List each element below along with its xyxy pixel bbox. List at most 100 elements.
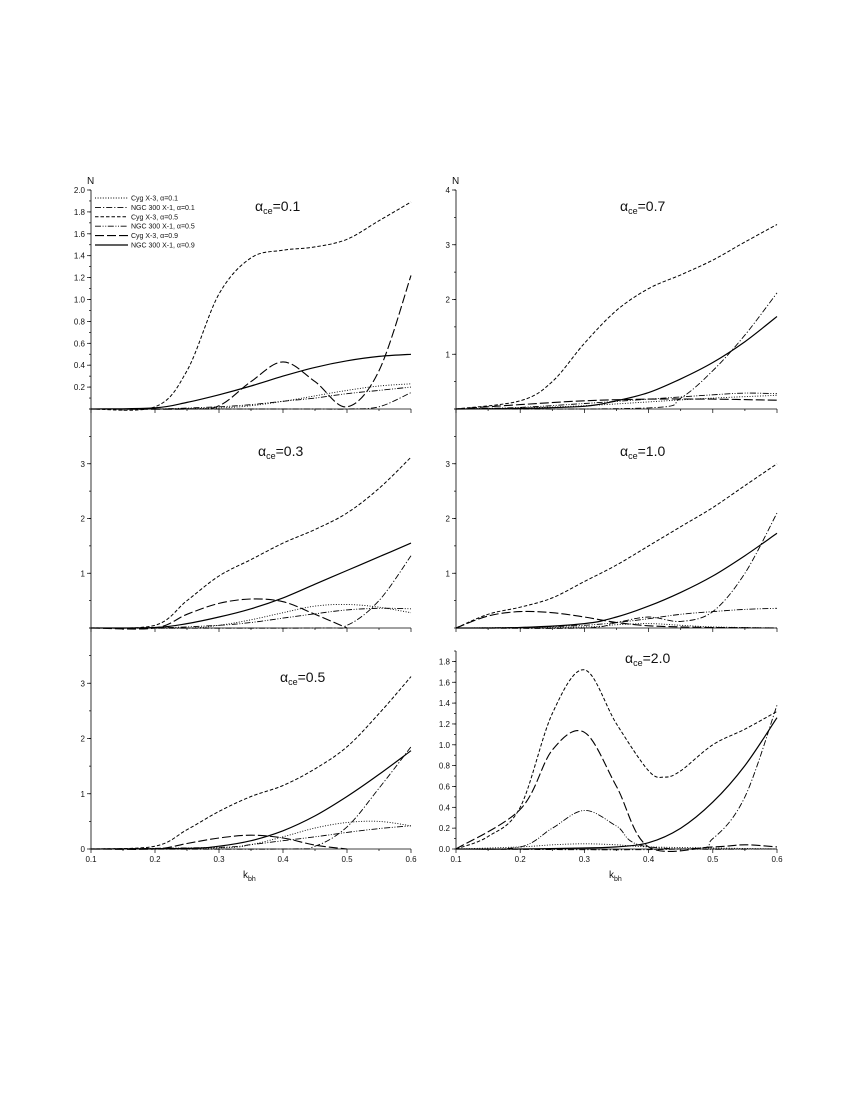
y-tick-label: 3 (81, 460, 86, 469)
x-tick-label: 0.6 (771, 855, 783, 864)
series-line-5 (455, 610, 778, 629)
y-tick-label: 0.8 (74, 317, 86, 326)
legend-label: Cyg X-3, α=0.1 (131, 196, 178, 203)
x-tick-label: 0.1 (450, 855, 462, 864)
series-line-6 (90, 353, 412, 410)
y-tick-label: 1 (81, 569, 86, 578)
series-line-6 (90, 542, 412, 629)
y-tick-label: 1.2 (439, 720, 451, 729)
y-tick-label: 0.8 (439, 762, 451, 771)
series-line-2 (455, 705, 778, 851)
x-tick-label: 0.2 (515, 855, 527, 864)
series-line-1 (455, 623, 778, 629)
series-line-3 (90, 201, 412, 411)
panels-group: 0.2 0.4 0.6 0.8 1.0 1.2 1.4 1.6 1.8 2.0 αce=0.1 1 2 3… (74, 186, 783, 864)
series-line-1 (455, 394, 778, 410)
y-tick-label: 1.4 (74, 252, 86, 261)
panel-top-left: 0.2 0.4 0.6 0.8 1.0 1.2 1.4 1.6 1.8 2.0 αce=0.1 (74, 186, 412, 413)
y-tick-label: 1.2 (74, 274, 86, 283)
y-tick-label: 0.6 (74, 339, 86, 348)
series-line-3 (455, 224, 778, 410)
legend-label: NGC 300 X-1, α=0.9 (131, 243, 195, 250)
series-line-3 (455, 463, 778, 629)
x-tick-label: 0.1 (85, 855, 97, 864)
panel-bottom-right: 0.0 0.2 0.4 0.6 0.8 1.0 1.2 1.4 1.6 1.8 0.1 0.2 0.3 0… (439, 650, 783, 864)
y-tick-label: 1.0 (74, 296, 86, 305)
y-tick-label: 4 (446, 186, 451, 195)
series-line-2 (90, 555, 412, 629)
x-tick-label: 0.5 (707, 855, 719, 864)
legend-label: Cyg X-3, α=0.9 (131, 233, 178, 240)
series-line-6 (90, 750, 412, 850)
x-tick-label: 0.6 (405, 855, 417, 864)
y-tick-label: 2.0 (74, 186, 86, 195)
series-line-6 (455, 316, 778, 410)
y-tick-label: 1.8 (439, 657, 451, 666)
series-line-1 (90, 604, 412, 629)
series-line-4 (90, 607, 412, 629)
y-tick-label: 1 (446, 350, 451, 359)
series-line-5 (455, 730, 778, 853)
panel-middle-left: 1 2 3 αce=0.3 (81, 408, 412, 632)
panel-middle-right: 1 2 3 αce=1.0 (446, 408, 778, 632)
y-tick-label: 1.0 (439, 741, 451, 750)
series-line-3 (90, 456, 412, 629)
y-tick-label: 1.8 (74, 208, 86, 217)
series-line-2 (455, 292, 778, 410)
panel-title: αce=0.3 (258, 443, 303, 461)
series-line-2 (455, 512, 778, 629)
series-line-2 (90, 746, 412, 850)
y-tick-label: 2 (81, 735, 86, 744)
y-tick-label: 2 (81, 515, 86, 524)
series-line-5 (90, 598, 348, 630)
series-line-1 (90, 820, 412, 850)
y-axis-label-right: N (452, 176, 459, 187)
y-tick-label: 1.6 (74, 230, 86, 239)
y-tick-label: 2 (446, 296, 451, 305)
legend-label: NGC 300 X-1, α=0.5 (131, 224, 195, 231)
y-tick-label: 2 (446, 515, 451, 524)
panel-title: αce=1.0 (620, 443, 665, 461)
series-line-1 (90, 383, 412, 410)
series-line-4 (455, 607, 778, 629)
legend: Cyg X-3, α=0.1 NGC 300 X-1, α=0.1 Cyg X-3,… (95, 196, 195, 250)
y-tick-label: 0.0 (439, 845, 451, 854)
panel-title: αce=0.1 (255, 198, 300, 216)
y-tick-label: 0.4 (439, 803, 451, 812)
x-tick-label: 0.4 (277, 855, 289, 864)
series-line-4 (90, 386, 412, 410)
legend-label: Cyg X-3, α=0.5 (131, 214, 178, 221)
series-line-3 (455, 669, 778, 850)
y-tick-label: 3 (446, 460, 451, 469)
x-tick-label: 0.5 (341, 855, 353, 864)
y-axis-label-left: N (87, 176, 94, 187)
series-line-5 (90, 275, 412, 410)
panel-title: αce=2.0 (625, 650, 670, 668)
y-tick-label: 3 (81, 679, 86, 688)
y-tick-label: 0.2 (74, 383, 86, 392)
y-tick-label: 1 (81, 790, 86, 799)
panel-bottom-left: 0 1 2 3 0.1 0.2 0.3 0.4 0.5 0.6 αce=0.5 (81, 627, 417, 864)
x-tick-label: 0.2 (149, 855, 161, 864)
y-tick-label: 3 (446, 241, 451, 250)
y-tick-label: 1 (446, 569, 451, 578)
series-line-3 (90, 676, 412, 850)
y-tick-label: 0 (81, 845, 86, 854)
panel-title: αce=0.7 (620, 198, 665, 216)
y-tick-label: 0.4 (74, 361, 86, 370)
series-line-5 (455, 398, 778, 410)
x-tick-label: 0.4 (643, 855, 655, 864)
panel-title: αce=0.5 (280, 669, 325, 687)
series-line-6 (455, 717, 778, 850)
series-line-4 (455, 809, 778, 850)
series-line-4 (90, 825, 412, 850)
panel-top-right: 1 2 3 4 αce=0.7 (446, 186, 778, 413)
x-axis-label-left: kbh (243, 870, 256, 883)
series-line-6 (455, 532, 778, 629)
x-tick-label: 0.3 (213, 855, 225, 864)
y-tick-label: 1.4 (439, 699, 451, 708)
series-line-2 (91, 392, 412, 410)
x-axis-label-right: kbh (609, 870, 622, 883)
y-tick-label: 1.6 (439, 678, 451, 687)
